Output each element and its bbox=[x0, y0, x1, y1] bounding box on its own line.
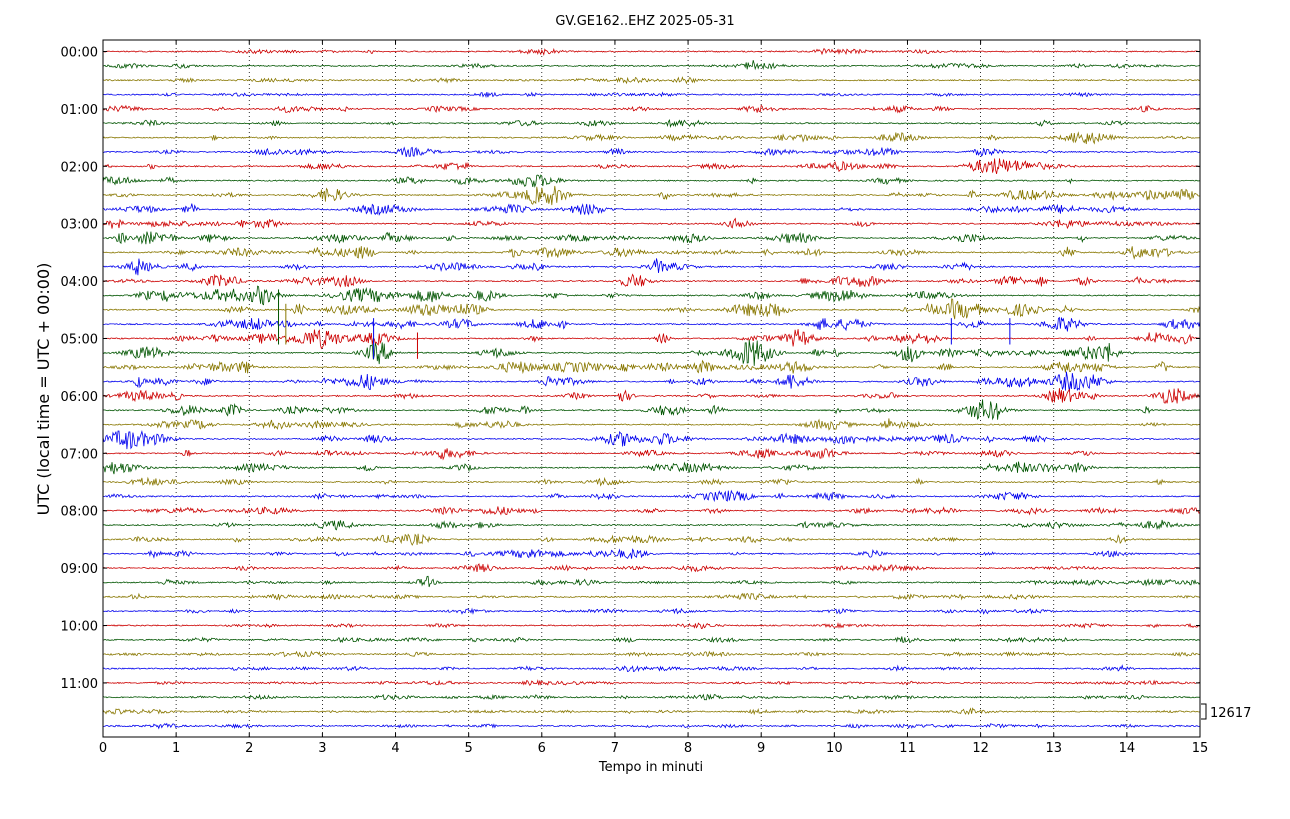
trace-line bbox=[102, 519, 1200, 531]
chart-title: GV.GE162..EHZ 2025-05-31 bbox=[555, 14, 734, 29]
trace-line bbox=[102, 185, 1200, 206]
trace-line bbox=[102, 146, 1201, 157]
trace-line bbox=[103, 448, 1201, 461]
x-tick-label: 15 bbox=[1192, 741, 1209, 756]
trace-line bbox=[103, 60, 1201, 71]
trace-line bbox=[102, 217, 1201, 230]
trace-line bbox=[102, 707, 1201, 716]
y-tick-label: 07:00 bbox=[61, 447, 98, 462]
x-tick-label: 14 bbox=[1119, 741, 1136, 756]
trace-line bbox=[102, 489, 1201, 503]
trace-line bbox=[102, 371, 1200, 392]
trace-line bbox=[103, 359, 1201, 375]
trace-line bbox=[102, 91, 1201, 99]
x-tick-label: 6 bbox=[538, 741, 546, 756]
trace-line bbox=[102, 158, 1201, 175]
trace-line bbox=[102, 548, 1201, 560]
x-tick-label: 12 bbox=[972, 741, 989, 756]
x-tick-label: 7 bbox=[611, 741, 619, 756]
minute-ticks: 0 1 2 3 4 5 6 7 8 9 10 11 12 13 14 15 bbox=[99, 40, 1208, 756]
trace-line bbox=[102, 104, 1201, 114]
trace-line bbox=[102, 339, 1201, 366]
trace-line bbox=[103, 316, 1201, 332]
y-tick-label: 00:00 bbox=[61, 46, 98, 61]
trace-line bbox=[102, 533, 1201, 546]
y-tick-label: 06:00 bbox=[61, 390, 98, 405]
y-tick-label: 11:00 bbox=[61, 677, 98, 692]
trace-line bbox=[102, 592, 1201, 601]
trace-line bbox=[102, 664, 1201, 673]
trace-line bbox=[103, 722, 1201, 730]
trace-line bbox=[102, 399, 1201, 421]
x-tick-label: 10 bbox=[826, 741, 843, 756]
minute-gridlines bbox=[175, 40, 1128, 737]
x-tick-label: 3 bbox=[318, 741, 326, 756]
trace-line bbox=[102, 329, 1201, 350]
x-tick-label: 5 bbox=[465, 741, 473, 756]
scale-annotation: 12617 bbox=[1210, 706, 1251, 721]
trace-line bbox=[102, 679, 1201, 687]
trace-line bbox=[102, 76, 1201, 85]
x-axis-label: Tempo in minuti bbox=[598, 760, 703, 775]
trace-line bbox=[102, 650, 1200, 658]
trace-line bbox=[103, 298, 1201, 320]
trace-line bbox=[102, 174, 1201, 188]
trace-line bbox=[102, 203, 1201, 216]
trace-line bbox=[102, 131, 1201, 145]
y-tick-label: 04:00 bbox=[61, 275, 98, 290]
trace-line bbox=[103, 636, 1201, 644]
y-tick-label: 02:00 bbox=[61, 160, 98, 175]
x-tick-label: 2 bbox=[245, 741, 253, 756]
y-tick-label: 03:00 bbox=[61, 218, 98, 233]
trace-line bbox=[102, 575, 1201, 588]
trace-line bbox=[102, 429, 1201, 450]
plot-frame bbox=[102, 39, 1201, 738]
trace-line bbox=[102, 693, 1201, 701]
trace-line bbox=[102, 119, 1201, 129]
x-tick-label: 13 bbox=[1045, 741, 1062, 756]
x-tick-label: 9 bbox=[757, 741, 765, 756]
trace-line bbox=[102, 506, 1201, 516]
y-tick-label: 09:00 bbox=[61, 562, 98, 577]
x-tick-label: 4 bbox=[391, 741, 399, 756]
trace-line bbox=[102, 622, 1201, 629]
seismic-traces bbox=[102, 47, 1201, 730]
y-tick-label: 10:00 bbox=[61, 620, 98, 635]
trace-line bbox=[102, 476, 1201, 487]
x-tick-label: 11 bbox=[899, 741, 916, 756]
trace-line bbox=[102, 258, 1201, 276]
y-tick-label: 01:00 bbox=[61, 103, 98, 118]
y-tick-label: 05:00 bbox=[61, 333, 98, 348]
trace-line bbox=[102, 461, 1201, 475]
trace-line bbox=[102, 47, 1201, 57]
y-axis-label: UTC (local time = UTC + 00:00) bbox=[34, 263, 53, 516]
trace-line bbox=[102, 273, 1201, 288]
trace-line bbox=[102, 388, 1201, 404]
x-tick-label: 8 bbox=[684, 741, 692, 756]
scale-bracket: 12617 bbox=[1201, 703, 1251, 721]
trace-line bbox=[102, 563, 1201, 573]
trace-line bbox=[102, 607, 1201, 615]
x-tick-label: 1 bbox=[172, 741, 180, 756]
trace-line bbox=[102, 418, 1201, 431]
trace-line bbox=[103, 231, 1201, 245]
hour-ticks: 00:00 01:00 02:00 03:00 04:00 05:00 06:00 07:00… bbox=[61, 46, 1200, 692]
x-tick-label: 0 bbox=[99, 741, 107, 756]
trace-line bbox=[102, 285, 1201, 306]
y-tick-label: 08:00 bbox=[61, 505, 98, 520]
trace-line bbox=[102, 246, 1201, 260]
